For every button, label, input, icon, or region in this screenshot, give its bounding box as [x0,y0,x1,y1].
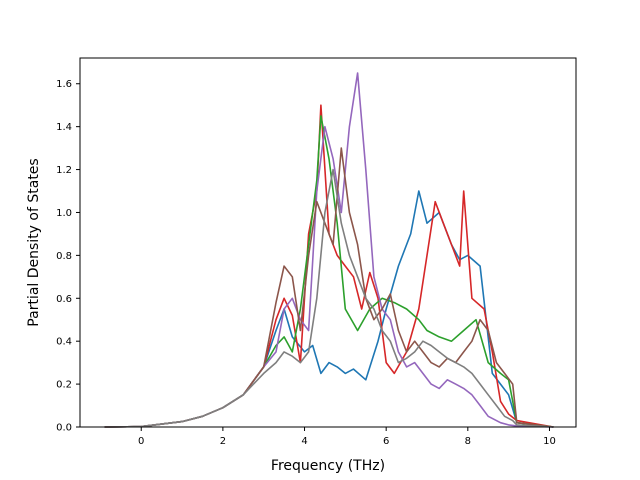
series-line-2 [104,104,554,428]
series-line-6 [104,168,554,428]
y-tick-label: 0.0 [56,423,72,434]
y-tick-label: 0.8 [56,251,72,262]
series-line-3 [104,115,554,428]
y-tick-label: 1.2 [56,165,72,176]
x-tick-label: 0 [138,436,144,447]
x-axis-label: Frequency (THz) [271,458,385,474]
plot-frame [79,57,577,428]
y-axis-ticks: 0.0 0.2 0.4 0.6 0.8 1.0 1.2 1.4 1.6 [56,79,80,434]
y-tick-label: 0.2 [56,380,72,391]
series-layer [104,72,554,428]
series-line-5 [104,147,554,428]
x-tick-label: 8 [465,436,471,447]
x-axis-ticks: 0 2 4 6 8 10 [138,427,556,447]
x-tick-label: 10 [543,436,556,447]
y-tick-label: 1.4 [56,122,72,133]
y-axis-label: Partial Density of States [26,158,42,326]
y-tick-label: 1.6 [56,79,72,90]
y-tick-label: 0.6 [56,294,72,305]
x-tick-label: 6 [383,436,389,447]
x-tick-label: 2 [220,436,226,447]
y-tick-label: 0.4 [56,337,72,348]
series-line-4 [104,72,554,428]
x-tick-label: 4 [301,436,307,447]
y-tick-label: 1.0 [56,208,72,219]
